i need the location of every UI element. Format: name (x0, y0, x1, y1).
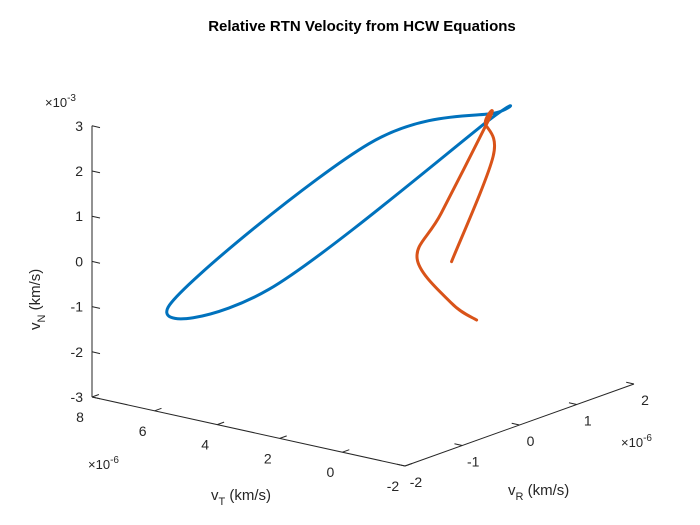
z-tick-label: 0 (75, 253, 83, 269)
x-tick (568, 402, 577, 405)
x-tick (397, 463, 406, 467)
x-tick-label: 0 (527, 433, 535, 449)
y-tick (217, 421, 225, 426)
z-multiplier: ×10-3 (45, 93, 76, 110)
y-axis-line (91, 396, 406, 467)
x-tick (511, 422, 520, 426)
z-tick-label: 3 (75, 118, 83, 134)
z-tick (91, 215, 101, 219)
y-tick-label: 4 (201, 437, 209, 453)
z-tick (91, 351, 101, 355)
z-tick (91, 260, 101, 264)
y-tick-label: 6 (139, 423, 147, 439)
x-tick (454, 443, 463, 446)
series-line-orange (415, 109, 496, 322)
y-tick-label: -2 (387, 478, 400, 494)
x-tick-label: -1 (467, 454, 480, 470)
y-tick-label: 2 (264, 450, 272, 466)
tick-labels: -3 -2 -1 0 1 2 3 -2 0 2 4 6 8 -2 -1 0 1 2 (71, 118, 650, 494)
y-tick (342, 449, 350, 453)
z-axis-label: vN (km/s) (27, 269, 48, 330)
z-tick-label: -2 (71, 344, 84, 360)
tick-marks (91, 125, 635, 467)
y-tick (91, 394, 100, 398)
x-axis-label: vR (km/s) (508, 482, 569, 503)
x-tick-label: -2 (410, 474, 423, 490)
z-tick-label: -1 (71, 299, 84, 315)
z-tick (91, 396, 101, 400)
z-tick (91, 306, 101, 309)
x-tick-label: 1 (584, 413, 592, 429)
data-series (165, 104, 513, 322)
series-line-blue (165, 104, 513, 321)
y-tick (279, 435, 287, 439)
z-tick (91, 170, 101, 174)
x-tick-label: 2 (641, 392, 649, 408)
x-multiplier: ×10-6 (621, 433, 652, 450)
z-tick-label: 2 (75, 163, 83, 179)
z-tick-label: 1 (75, 208, 83, 224)
chart-title: Relative RTN Velocity from HCW Equations (208, 18, 516, 35)
axes-frame (91, 125, 635, 467)
z-tick (91, 125, 101, 129)
y-tick-label: 8 (76, 409, 84, 425)
y-multiplier: ×10-6 (88, 455, 119, 472)
x-tick (626, 381, 635, 385)
y-axis-label: vT (km/s) (211, 487, 271, 508)
y-tick (154, 407, 162, 412)
y-tick (404, 463, 413, 467)
y-tick-label: 0 (327, 464, 335, 480)
z-tick-label: -3 (71, 389, 84, 405)
